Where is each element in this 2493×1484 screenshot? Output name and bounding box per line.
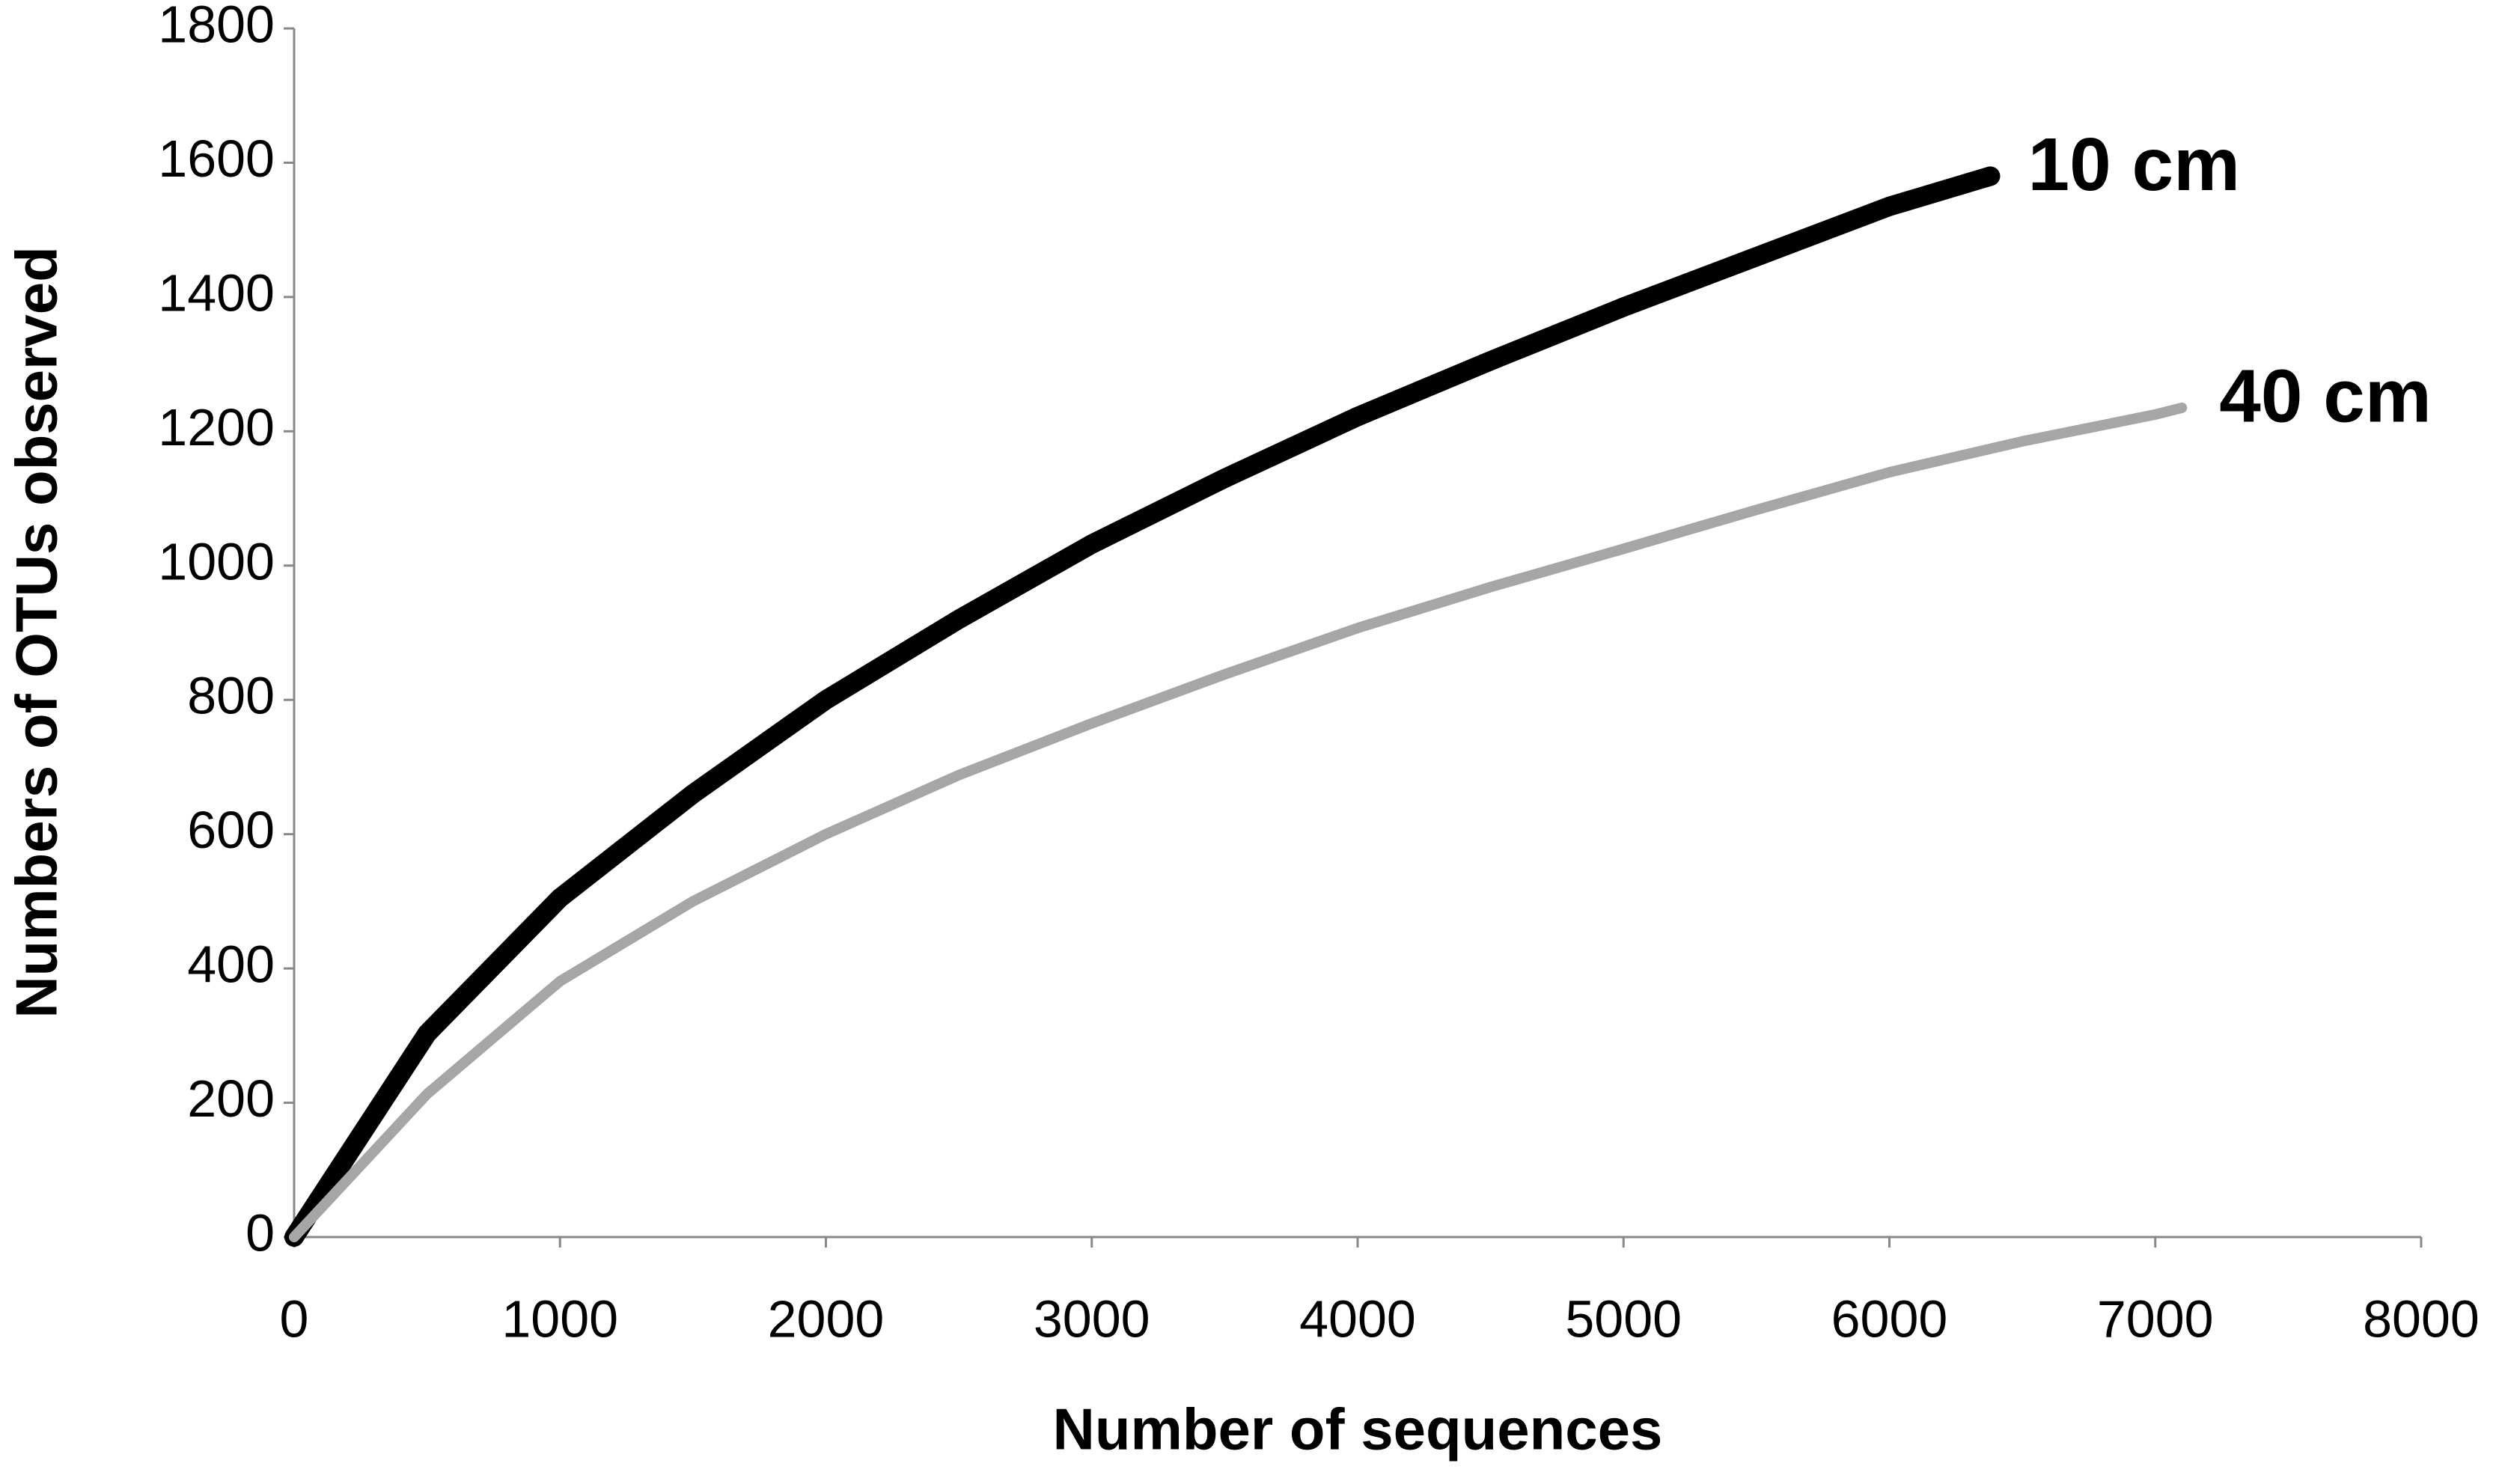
x-tick-label: 1000 bbox=[501, 1289, 618, 1348]
y-axis-title: Numbers of OTUs observed bbox=[4, 246, 70, 1019]
series-end-label: 10 cm bbox=[2027, 123, 2240, 207]
x-tick-label: 6000 bbox=[1831, 1289, 1948, 1348]
y-tick-label: 0 bbox=[245, 1203, 275, 1262]
x-tick-label: 8000 bbox=[2363, 1289, 2480, 1348]
series-line bbox=[284, 166, 2001, 1247]
y-tick-label: 600 bbox=[187, 801, 275, 859]
y-tick-label: 400 bbox=[187, 935, 275, 994]
x-tick-label: 0 bbox=[280, 1289, 309, 1348]
y-tick-label: 200 bbox=[187, 1069, 275, 1128]
x-axis-title: Number of sequences bbox=[1053, 1396, 1663, 1462]
series-end-label: 40 cm bbox=[2219, 354, 2432, 438]
y-tick-label: 1400 bbox=[158, 263, 275, 322]
y-tick-label: 1600 bbox=[158, 129, 275, 188]
y-tick-label: 1000 bbox=[158, 532, 275, 590]
x-tick-label: 3000 bbox=[1034, 1289, 1150, 1348]
y-tick-label: 800 bbox=[187, 667, 275, 725]
x-tick-label: 4000 bbox=[1299, 1289, 1416, 1348]
x-tick-label: 2000 bbox=[768, 1289, 885, 1348]
x-tick-label: 7000 bbox=[2097, 1289, 2214, 1348]
y-tick-label: 1200 bbox=[158, 398, 275, 457]
y-tick-label: 1800 bbox=[158, 0, 275, 53]
series-line bbox=[289, 402, 2188, 1242]
x-tick-label: 5000 bbox=[1565, 1289, 1682, 1348]
